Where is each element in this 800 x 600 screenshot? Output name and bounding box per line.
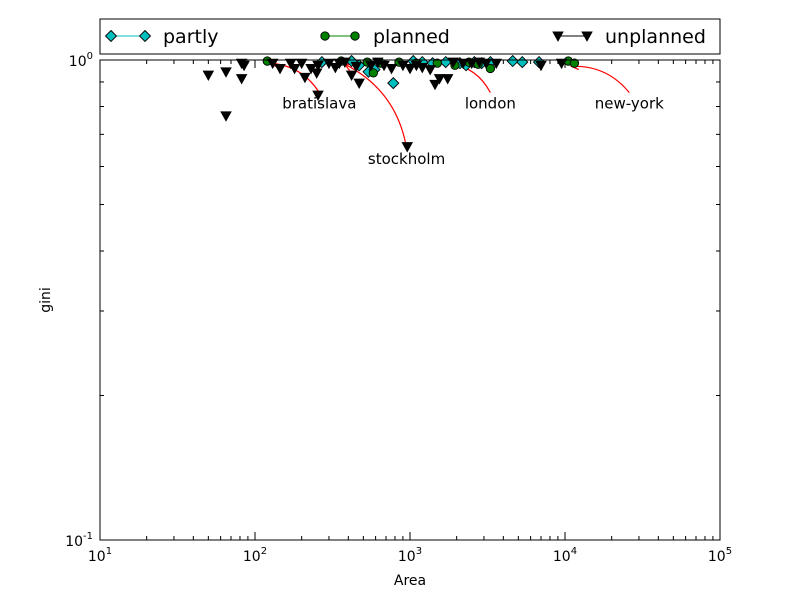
y-axis-label: gini bbox=[38, 287, 54, 313]
unplanned-point bbox=[350, 61, 363, 73]
annotation-label: bratislava bbox=[282, 95, 356, 113]
legend-label: unplanned bbox=[605, 26, 706, 48]
annotation-label: stockholm bbox=[368, 150, 445, 168]
plot-area bbox=[100, 60, 720, 540]
planned-point bbox=[569, 58, 580, 68]
legend-marker bbox=[138, 29, 152, 43]
legend-label: partly bbox=[163, 26, 219, 48]
legend-marker bbox=[350, 31, 360, 41]
legend-item-partly: partly bbox=[104, 26, 219, 48]
unplanned-point bbox=[490, 58, 502, 70]
x-tick-label: 105 bbox=[708, 546, 732, 565]
y-axis-tick-labels: 10-1 100 bbox=[65, 51, 93, 550]
legend-marker bbox=[552, 31, 564, 42]
legend-item-unplanned: unplanned bbox=[552, 26, 706, 48]
unplanned-point bbox=[353, 78, 365, 90]
partly-point bbox=[387, 76, 400, 90]
y-tick-label: 100 bbox=[69, 51, 93, 70]
unplanned-point bbox=[378, 60, 390, 72]
unplanned-point bbox=[235, 74, 248, 85]
planned-point bbox=[368, 68, 378, 78]
legend-item-planned: planned bbox=[320, 26, 450, 48]
unplanned-point bbox=[310, 68, 323, 79]
legend-marker bbox=[104, 29, 118, 43]
unplanned-point bbox=[274, 64, 286, 75]
x-tick-label: 101 bbox=[88, 546, 112, 565]
unplanned-point bbox=[480, 58, 492, 70]
unplanned-point bbox=[345, 70, 358, 82]
unplanned-point bbox=[433, 74, 446, 85]
unplanned-point bbox=[220, 111, 232, 122]
legend-frame bbox=[99, 18, 721, 55]
unplanned-point bbox=[312, 60, 324, 72]
unplanned-point bbox=[299, 72, 311, 84]
unplanned-point bbox=[424, 65, 436, 76]
partly-point bbox=[506, 54, 519, 68]
legend: partly planned unplanned bbox=[99, 18, 721, 55]
unplanned-point bbox=[555, 58, 568, 70]
x-axis-tick-labels: 101 102 103 104 105 bbox=[88, 546, 732, 565]
annotation-label: london bbox=[465, 95, 516, 113]
annotation-label: new-york bbox=[595, 95, 664, 113]
unplanned-point bbox=[202, 70, 215, 82]
unplanned-point bbox=[457, 58, 469, 70]
y-tick-label: 10-1 bbox=[65, 531, 93, 550]
legend-marker bbox=[581, 31, 593, 42]
annotation-labels: bratislava stockholm london new-york bbox=[282, 95, 664, 169]
unplanned-point bbox=[429, 79, 441, 91]
legend-label: planned bbox=[373, 26, 450, 48]
unplanned-point bbox=[535, 60, 547, 72]
unplanned-point bbox=[238, 60, 250, 72]
unplanned-point bbox=[312, 90, 324, 102]
legend-marker bbox=[320, 31, 330, 41]
unplanned-point bbox=[365, 60, 377, 72]
unplanned-point bbox=[385, 64, 398, 75]
unplanned-point bbox=[404, 64, 416, 75]
x-tick-label: 103 bbox=[398, 546, 422, 565]
plot-frame bbox=[99, 59, 721, 541]
x-axis-label: Area bbox=[394, 573, 426, 589]
unplanned-point bbox=[295, 58, 308, 70]
unplanned-point bbox=[288, 64, 301, 75]
unplanned-point bbox=[441, 74, 454, 85]
x-tick-label: 102 bbox=[243, 546, 267, 565]
unplanned-point bbox=[220, 67, 232, 78]
x-tick-label: 104 bbox=[553, 546, 577, 565]
unplanned-point bbox=[465, 58, 478, 70]
annotation-arrow bbox=[571, 65, 630, 94]
unplanned-point bbox=[284, 58, 297, 70]
unplanned-point bbox=[401, 142, 414, 153]
unplanned-point bbox=[266, 58, 279, 70]
